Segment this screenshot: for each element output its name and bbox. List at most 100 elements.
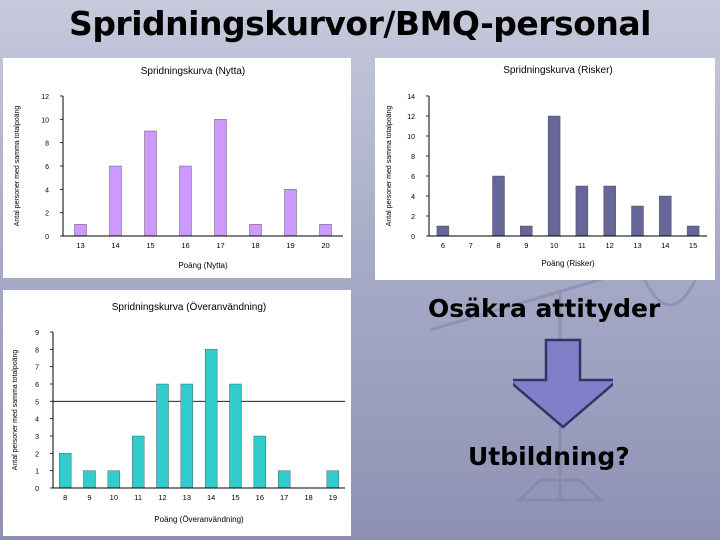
- y-tick-label: 10: [407, 134, 415, 141]
- x-tick-label: 7: [469, 241, 473, 250]
- y-tick-label: 4: [411, 194, 415, 201]
- bar-10: [547, 115, 561, 237]
- y-axis-label: Antal personer med samma totalpoäng: [14, 106, 21, 227]
- slide-title: Spridningskurvor/BMQ-personal: [69, 4, 651, 43]
- y-tick-label: 6: [45, 164, 49, 171]
- x-tick-label: 12: [606, 241, 614, 250]
- y-tick-label: 2: [45, 211, 49, 218]
- bar-12: [156, 383, 169, 489]
- y-tick-label: 8: [45, 141, 49, 148]
- bar-14: [204, 349, 218, 489]
- x-tick-label: 19: [329, 493, 337, 502]
- bar-11: [575, 185, 589, 237]
- chart-title: Spridningskurva (Nytta): [141, 66, 245, 77]
- x-tick-label: 19: [286, 241, 294, 250]
- x-tick-label: 13: [183, 493, 191, 502]
- y-tick-label: 0: [45, 234, 49, 241]
- x-tick-label: 13: [76, 241, 84, 250]
- bar-13: [631, 205, 644, 237]
- bar-17: [214, 119, 227, 237]
- y-tick-label: 7: [35, 365, 39, 372]
- x-tick-label: 18: [304, 493, 312, 502]
- y-axis-label: Antal personer med samma totalpoäng: [386, 106, 393, 227]
- y-tick-label: 4: [45, 187, 49, 194]
- label-osakra-attityder: Osäkra attityder: [428, 294, 661, 323]
- x-tick-label: 15: [146, 241, 154, 250]
- bar-8: [492, 175, 505, 237]
- chart-nytta: Spridningskurva (Nytta) Antal personer me…: [14, 66, 343, 270]
- x-tick-label: 10: [110, 493, 118, 502]
- bar-13: [74, 224, 87, 237]
- bar-19: [284, 189, 297, 237]
- x-tick-label: 6: [441, 241, 445, 250]
- bar-12: [603, 185, 616, 237]
- chart-title: Spridningskurva (Risker): [503, 65, 612, 76]
- bar-14: [109, 165, 122, 237]
- x-tick-label: 9: [87, 493, 91, 502]
- x-tick-label: 8: [63, 493, 67, 502]
- y-tick-label: 3: [35, 434, 39, 441]
- x-tick-label: 16: [256, 493, 264, 502]
- y-tick-label: 12: [407, 114, 415, 121]
- chart-panel-risker: Spridningskurva (Risker) Antal personer m…: [375, 58, 715, 280]
- bar-14: [659, 195, 672, 237]
- chart-risker: Spridningskurva (Risker) Antal personer m…: [386, 65, 707, 268]
- x-axis-label: Poäng (Risker): [541, 259, 595, 268]
- x-tick-label: 8: [496, 241, 500, 250]
- bar-17: [277, 470, 291, 489]
- y-tick-label: 14: [407, 94, 415, 101]
- x-tick-label: 10: [550, 241, 558, 250]
- x-tick-label: 15: [689, 241, 697, 250]
- bar-6: [436, 225, 450, 237]
- chart-overanvandning: Spridningskurva (Överanvändning) Antal pe…: [12, 301, 345, 524]
- x-tick-label: 11: [134, 493, 142, 502]
- y-tick-label: 4: [35, 417, 39, 424]
- x-tick-label: 18: [251, 241, 259, 250]
- y-tick-label: 1: [35, 469, 39, 476]
- y-tick-label: 2: [411, 214, 415, 221]
- x-tick-label: 13: [633, 241, 641, 250]
- x-axis-label: Poäng (Nytta): [178, 261, 228, 270]
- chart-panel-nytta: Spridningskurva (Nytta) Antal personer me…: [3, 58, 351, 278]
- bar-10: [107, 470, 121, 489]
- x-tick-label: 15: [231, 493, 239, 502]
- x-tick-label: 20: [321, 241, 329, 250]
- x-tick-label: 14: [207, 493, 215, 502]
- bar-11: [131, 435, 145, 489]
- y-tick-label: 12: [41, 94, 49, 101]
- label-utbildning: Utbildning?: [468, 442, 630, 471]
- bar-15: [229, 383, 242, 489]
- y-tick-label: 9: [35, 330, 39, 337]
- bar-16: [179, 165, 192, 237]
- y-tick-label: 10: [41, 117, 49, 124]
- bar-19: [326, 470, 340, 489]
- down-arrow-icon: [513, 338, 613, 429]
- y-tick-label: 2: [35, 451, 39, 458]
- x-tick-label: 16: [181, 241, 189, 250]
- x-tick-label: 14: [661, 241, 669, 250]
- bar-9: [520, 225, 533, 237]
- x-tick-label: 9: [524, 241, 528, 250]
- x-tick-label: 17: [216, 241, 224, 250]
- x-tick-label: 11: [578, 241, 586, 250]
- bar-15: [686, 225, 700, 237]
- bar-8: [58, 453, 72, 489]
- bar-20: [319, 224, 332, 237]
- bar-18: [249, 224, 262, 237]
- bar-15: [144, 130, 157, 237]
- x-tick-label: 14: [111, 241, 119, 250]
- y-tick-label: 6: [35, 382, 39, 389]
- bar-9: [83, 470, 96, 489]
- bar-16: [253, 435, 267, 489]
- y-tick-label: 5: [35, 399, 39, 406]
- y-axis-label: Antal personer med samma totalpoäng: [12, 350, 19, 471]
- y-tick-label: 0: [411, 234, 415, 241]
- y-tick-label: 8: [411, 154, 415, 161]
- chart-panel-overanvandning: Spridningskurva (Överanvändning) Antal pe…: [3, 290, 351, 536]
- y-tick-label: 0: [35, 486, 39, 493]
- y-tick-label: 8: [35, 347, 39, 354]
- y-tick-label: 6: [411, 174, 415, 181]
- x-tick-label: 12: [158, 493, 166, 502]
- x-axis-label: Poäng (Överanvändning): [154, 515, 244, 524]
- x-tick-label: 17: [280, 493, 288, 502]
